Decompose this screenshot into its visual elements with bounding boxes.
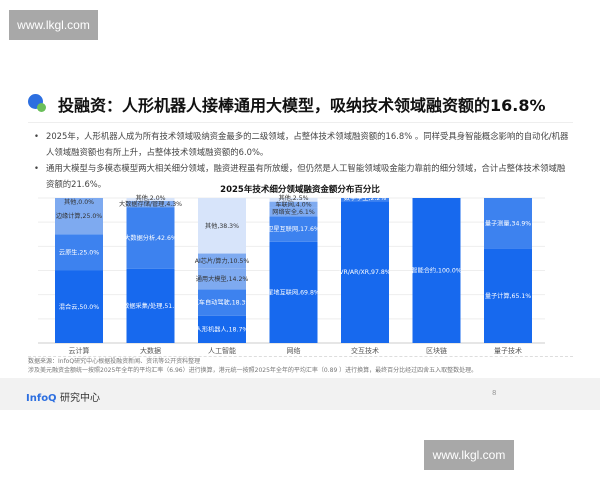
infoq-logo: InfoQ 研究中心: [26, 389, 100, 404]
category-label: 区块链: [426, 346, 447, 355]
data-label: 量子测量,34.9%: [485, 219, 531, 227]
data-label: VR/AR/XR,97.8%: [339, 269, 391, 276]
bullet-item: 2025年，人形机器人成为所有技术领域吸纳资金最多的二级领域，占整体技术领域融资…: [34, 128, 569, 160]
data-label: 网络安全,6.1%: [272, 208, 315, 216]
data-label: 人形机器人,18.7%: [196, 325, 249, 333]
data-label: 智能合约,100.0%: [411, 267, 461, 275]
data-label: 星地互联网,69.8%: [267, 288, 320, 296]
page-title: 投融资：人形机器人接棒通用大模型，吸纳技术领域融资额的16.8%: [58, 96, 546, 115]
bar-segment: [269, 201, 318, 208]
data-label: 汽车自动驾驶,18.3%: [193, 299, 252, 307]
category-label: 云计算: [69, 346, 90, 355]
bar-segment: [341, 198, 389, 202]
bar-segment: [484, 248, 532, 343]
category-label: 交互技术: [351, 346, 379, 355]
data-label: 其他,2.0%: [135, 194, 165, 202]
data-label: 数字孪生,2.2%: [344, 194, 387, 202]
bar-segment: [269, 198, 318, 202]
bar-segment: [126, 207, 175, 269]
bar-segment: [269, 241, 318, 343]
category-label: 人工智能: [208, 346, 236, 355]
data-label: 卫星互联网,17.6%: [267, 225, 320, 233]
category-label: 大数据: [140, 346, 161, 355]
bar-segment: [198, 289, 246, 316]
data-label: 边缘计算,25.0%: [56, 212, 102, 220]
category-label: 网络: [287, 346, 301, 355]
bar-segment: [269, 207, 318, 217]
bar-segment: [55, 198, 103, 235]
watermark: www.lkgl.com: [424, 440, 514, 470]
title-row: 投融资：人形机器人接棒通用大模型，吸纳技术领域融资额的16.8%: [28, 92, 546, 116]
bubble-logo-icon: [28, 94, 48, 114]
data-label: 其他,0.0%: [64, 198, 94, 206]
page-number: 8: [492, 389, 497, 397]
bar-segment: [412, 198, 461, 343]
data-label: 通用大模型,14.2%: [196, 275, 249, 283]
logo-text: 研究中心: [60, 393, 101, 404]
data-label: 混合云,50.0%: [59, 303, 99, 311]
data-label: AI芯片/算力,10.5%: [195, 257, 250, 265]
data-label: 其他,38.3%: [205, 222, 239, 230]
data-label: 其他,2.5%: [278, 194, 308, 202]
bar-segment: [484, 198, 532, 249]
bar-segment: [55, 270, 103, 343]
chart-title: 2025年技术细分领域融资金额分布百分比: [220, 185, 380, 195]
divider: [28, 122, 573, 123]
bar-segment: [198, 253, 246, 269]
logo-text: InfoQ: [26, 393, 57, 404]
data-label: 大数据存储/管理,4.3%: [119, 200, 182, 208]
divider: [28, 356, 573, 357]
bar-segment: [126, 198, 175, 201]
bullet-item: 通用大模型与多模态模型两大相关细分领域，融资进程虽有所放缓，但仍然是人工智能领域…: [34, 160, 569, 192]
source-line: 数据来源：InfoQ研究中心根据投融资新闻、资讯等公开资料整理: [28, 358, 201, 365]
watermark: www.lkgl.com: [9, 10, 98, 40]
stacked-bar-chart: 混合云,50.0% 云原生,25.0% 边缘计算,25.0% 其他,0.0% 云计算 大数…: [38, 194, 545, 355]
bar-segment: [198, 315, 246, 343]
footer: [0, 378, 600, 410]
bullet-list: 2025年，人形机器人成为所有技术领域吸纳资金最多的二级领域，占整体技术领域融资…: [34, 128, 569, 192]
bar-segment: [126, 268, 175, 343]
data-label: 大数据采集/处理,51.1%: [117, 302, 184, 310]
category-label: 量子技术: [494, 346, 522, 355]
data-label: 云原生,25.0%: [59, 248, 99, 256]
bar-segment: [269, 216, 318, 242]
data-label: 大数据分析,42.6%: [124, 234, 177, 242]
source-line: 涉及美元融资金额统一按照2025年全年的平均汇率（6.96）进行换算，港元统一按…: [28, 367, 478, 374]
bar-segment: [198, 268, 246, 290]
data-label: 量子计算,65.1%: [485, 292, 531, 300]
source-note: 数据来源：InfoQ研究中心根据投融资新闻、资讯等公开资料整理 涉及美元融资金额…: [28, 357, 477, 375]
bar-segment: [341, 201, 389, 343]
bar-segment: [198, 198, 246, 254]
bar-segment: [55, 234, 103, 271]
bar-segment: [126, 200, 175, 208]
data-label: 车联网,4.0%: [275, 201, 311, 209]
